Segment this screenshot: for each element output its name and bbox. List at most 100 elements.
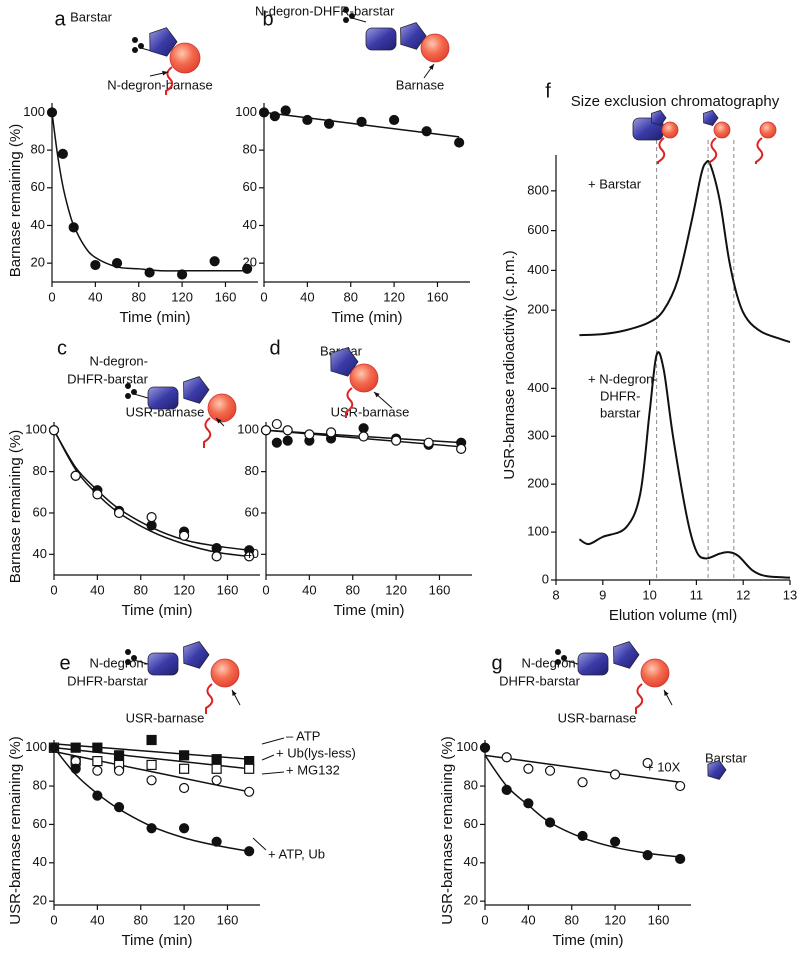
y-tick-label: 80 — [33, 463, 47, 478]
tail-icon — [165, 66, 174, 95]
barstar-icon — [183, 641, 210, 669]
barnase-icon — [207, 393, 237, 423]
point — [271, 418, 282, 430]
x-tick-label: 40 — [90, 582, 104, 597]
x-tick-label: 40 — [300, 289, 314, 304]
y-tick-label: 40 — [245, 546, 259, 561]
y-tick-label: 60 — [243, 179, 257, 194]
point — [323, 118, 335, 129]
point — [113, 765, 125, 776]
point — [244, 763, 255, 774]
barstar-icon — [703, 109, 719, 127]
ubiquitin-icon — [125, 393, 131, 399]
x-tick-label: 80 — [132, 289, 146, 304]
point — [356, 116, 367, 127]
x-axis-label: Time (min) — [121, 602, 192, 619]
point — [423, 437, 434, 448]
point — [642, 757, 653, 769]
point — [146, 734, 157, 746]
x-tick-label: 120 — [604, 912, 626, 927]
point — [146, 823, 157, 834]
point — [577, 830, 588, 842]
y-tick-label: 80 — [464, 777, 478, 792]
point — [501, 752, 512, 763]
x-tick-label: 8 — [552, 587, 559, 602]
tail-icon — [657, 137, 666, 164]
y-tick-label: 20 — [464, 893, 478, 908]
panel-letter: a — [54, 8, 66, 30]
annotation: USR-barnase — [126, 710, 205, 725]
barnase-icon — [210, 658, 240, 688]
x-tick-label: 0 — [481, 912, 488, 927]
point — [211, 551, 222, 562]
tether — [133, 659, 149, 665]
point — [479, 742, 491, 753]
annotation: USR-barnase — [331, 404, 410, 419]
line — [578, 351, 791, 579]
ubiquitin-icon — [131, 655, 137, 661]
y-tick-label: 100 — [25, 422, 47, 437]
y-tick-label: 20 — [33, 893, 47, 908]
point — [144, 267, 155, 278]
panel-letter: c — [57, 337, 67, 359]
y-tick-label: 100 — [237, 422, 259, 437]
tether — [351, 17, 367, 23]
point — [456, 443, 467, 454]
y-tick-label: 40 — [33, 546, 47, 561]
point — [358, 431, 369, 442]
dhfr-icon — [147, 652, 179, 676]
point — [304, 429, 315, 440]
ubiquitin-icon — [555, 649, 561, 655]
point — [48, 425, 60, 436]
annotation: N-degron-DHFR-barstar — [255, 3, 395, 18]
point — [325, 427, 337, 438]
point — [92, 790, 103, 801]
annotation: N-degron- — [89, 655, 148, 670]
y-tick-label: 40 — [33, 854, 47, 869]
barstar-icon — [651, 109, 667, 127]
x-tick-label: 40 — [521, 912, 535, 927]
x-axis-label: Elution volume (ml) — [609, 607, 737, 624]
point — [454, 137, 465, 148]
point — [244, 551, 255, 562]
x-tick-label: 40 — [88, 289, 102, 304]
point — [271, 437, 282, 448]
point — [282, 435, 293, 446]
x-tick-label: 160 — [648, 912, 670, 927]
y-tick-label: 60 — [464, 816, 478, 831]
dhfr-icon — [365, 27, 397, 51]
point — [211, 754, 222, 765]
chart-title: Size exclusion chromatography — [571, 93, 780, 110]
leader — [261, 754, 275, 761]
x-tick-label: 40 — [302, 582, 316, 597]
x-tick-label: 40 — [90, 912, 104, 927]
annotation: + Barstar — [588, 176, 642, 191]
annotation: DHFR-barstar — [67, 371, 149, 386]
tether — [563, 659, 579, 665]
ubiquitin-icon — [125, 659, 131, 665]
line — [579, 159, 791, 343]
point — [179, 750, 190, 761]
annotation: N-degron-barnase — [107, 77, 213, 92]
tail-icon — [205, 683, 214, 714]
barnase-icon — [169, 42, 201, 74]
arrow-head — [162, 70, 168, 76]
point — [179, 823, 190, 834]
y-tick-label: 300 — [527, 428, 549, 443]
point — [211, 763, 222, 774]
y-tick-label: 80 — [33, 777, 47, 792]
x-tick-label: 13 — [783, 587, 797, 602]
point — [260, 425, 272, 436]
x-tick-label: 160 — [217, 582, 239, 597]
x-tick-label: 0 — [262, 582, 269, 597]
x-axis-label: Time (min) — [552, 932, 623, 949]
point — [179, 782, 190, 794]
barnase-icon — [640, 658, 670, 688]
point — [48, 742, 60, 753]
point — [92, 489, 103, 500]
barnase-icon — [420, 33, 450, 63]
y-tick-label: 60 — [33, 504, 47, 519]
x-tick-label: 120 — [171, 289, 193, 304]
x-axis-label: Time (min) — [333, 602, 404, 619]
